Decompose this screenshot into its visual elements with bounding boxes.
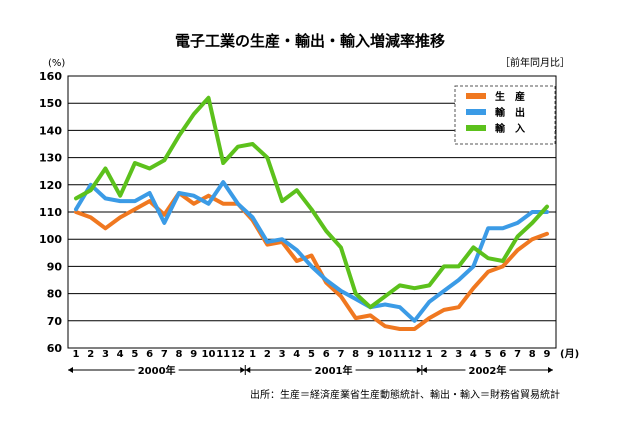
y-tick-label: 110	[39, 206, 62, 219]
x-axis-unit: (月)	[560, 348, 579, 360]
x-tick-label: 4	[117, 349, 124, 360]
y-tick-labels: 60 70 80 90 100 110 120 130 140 150 160	[39, 70, 62, 355]
x-tick-label: 12	[231, 349, 245, 360]
year-label: 2002年	[469, 364, 507, 377]
legend-label-2: 輸 入	[495, 122, 525, 135]
source-note: 出所：生産＝経済産業省生産動態統計、輸出・輸入＝財務省貿易統計	[250, 388, 560, 401]
x-tick-label: 1	[73, 349, 80, 360]
x-tick-label: 8	[529, 349, 536, 360]
x-tick-label: 4	[470, 349, 477, 360]
x-tick-label: 3	[455, 349, 462, 360]
legend-label-0: 生 産	[495, 90, 525, 103]
x-tick-label: 1	[426, 349, 433, 360]
x-tick-labels: 1 2 3 4 5 6 7 8 9 10 11 12 1 2 3 4 5 6 7 8 9 10 11 12 1 2 3 4 5 6 7 8 9	[73, 349, 551, 360]
y-tick-label: 120	[39, 179, 62, 192]
legend-swatch-1	[466, 109, 486, 115]
year-arrow-right	[240, 367, 246, 373]
y-tick-label: 130	[39, 152, 62, 165]
x-tick-label: 3	[102, 349, 109, 360]
series-lines	[74, 95, 549, 331]
x-tick-label: 7	[161, 349, 168, 360]
y-tick-label: 160	[39, 70, 62, 83]
x-tick-label: 6	[323, 349, 330, 360]
y-tick-label: 80	[47, 288, 63, 301]
x-tick-label: 7	[337, 349, 344, 360]
x-tick-label: 9	[190, 349, 197, 360]
legend: 生 産輸 出輸 入	[454, 85, 556, 145]
y-tick-label: 70	[47, 315, 63, 328]
y-tick-label: 100	[39, 233, 62, 246]
legend-swatch-2	[466, 125, 486, 131]
x-tick-label: 9	[544, 349, 551, 360]
x-tick-label: 7	[514, 349, 521, 360]
x-tick-label: 3	[279, 349, 286, 360]
y-tick-label: 150	[39, 97, 62, 110]
x-tick-label: 10	[378, 349, 392, 360]
year-label: 2001年	[315, 364, 353, 377]
y-axis-unit: (%)	[48, 58, 65, 69]
x-tick-label: 5	[131, 349, 138, 360]
year-label: 2000年	[138, 364, 176, 377]
year-arrow-right	[548, 367, 553, 373]
series-line-1	[74, 180, 549, 323]
x-tick-label: 10	[202, 349, 216, 360]
legend-label-1: 輸 出	[495, 106, 525, 119]
legend-swatch-0	[466, 93, 486, 99]
x-tick-label: 6	[499, 349, 506, 360]
chart-subtitle: ［前年同月比］	[500, 56, 570, 69]
y-tick-label: 60	[47, 342, 63, 355]
year-arrow-right	[416, 367, 422, 373]
x-tick-label: 4	[293, 349, 300, 360]
x-tick-label: 6	[146, 349, 153, 360]
y-tick-label: 90	[47, 260, 63, 273]
year-arrow-left	[245, 367, 251, 373]
chart-title: 電子工業の生産・輸出・輸入増減率推移	[175, 32, 445, 50]
year-arrow-left	[68, 367, 73, 373]
x-tick-label: 8	[176, 349, 183, 360]
year-arrow-left	[421, 367, 427, 373]
year-brackets: 2000年 2001年 2002年	[68, 364, 553, 377]
x-tick-label: 11	[216, 349, 230, 360]
x-tick-label: 2	[440, 349, 447, 360]
x-tick-label: 1	[249, 349, 256, 360]
x-tick-label: 2	[87, 349, 94, 360]
x-tick-label: 5	[485, 349, 492, 360]
x-tick-label: 11	[393, 349, 407, 360]
x-tick-label: 8	[352, 349, 359, 360]
x-tick-label: 5	[308, 349, 315, 360]
x-tick-label: 9	[367, 349, 374, 360]
series-line-2	[74, 95, 549, 310]
x-tick-label: 2	[264, 349, 271, 360]
x-tick-label: 12	[408, 349, 422, 360]
y-tick-label: 140	[39, 124, 62, 137]
